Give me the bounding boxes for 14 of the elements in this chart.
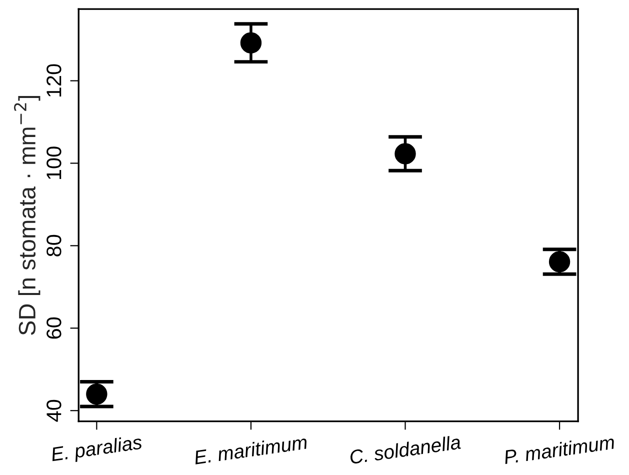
x-tick-label: E. paralias — [50, 434, 144, 466]
y-tick-label: 40 — [46, 400, 62, 422]
x-tick-label: C. soldanella — [349, 434, 461, 464]
y-tick-label: 100 — [46, 146, 62, 180]
point — [394, 143, 416, 164]
point — [240, 32, 262, 54]
point — [548, 251, 570, 272]
x-tick-label: E. maritimum — [194, 434, 308, 465]
point — [86, 384, 108, 405]
y-tick-label: 60 — [46, 317, 62, 339]
y-tick-label: 80 — [46, 234, 62, 256]
y-axis-title: SD [n stomata · mm$^{−2}$] — [14, 96, 40, 335]
x-tick-label: P. maritimum — [503, 434, 615, 464]
y-tick-label: 120 — [46, 64, 62, 97]
